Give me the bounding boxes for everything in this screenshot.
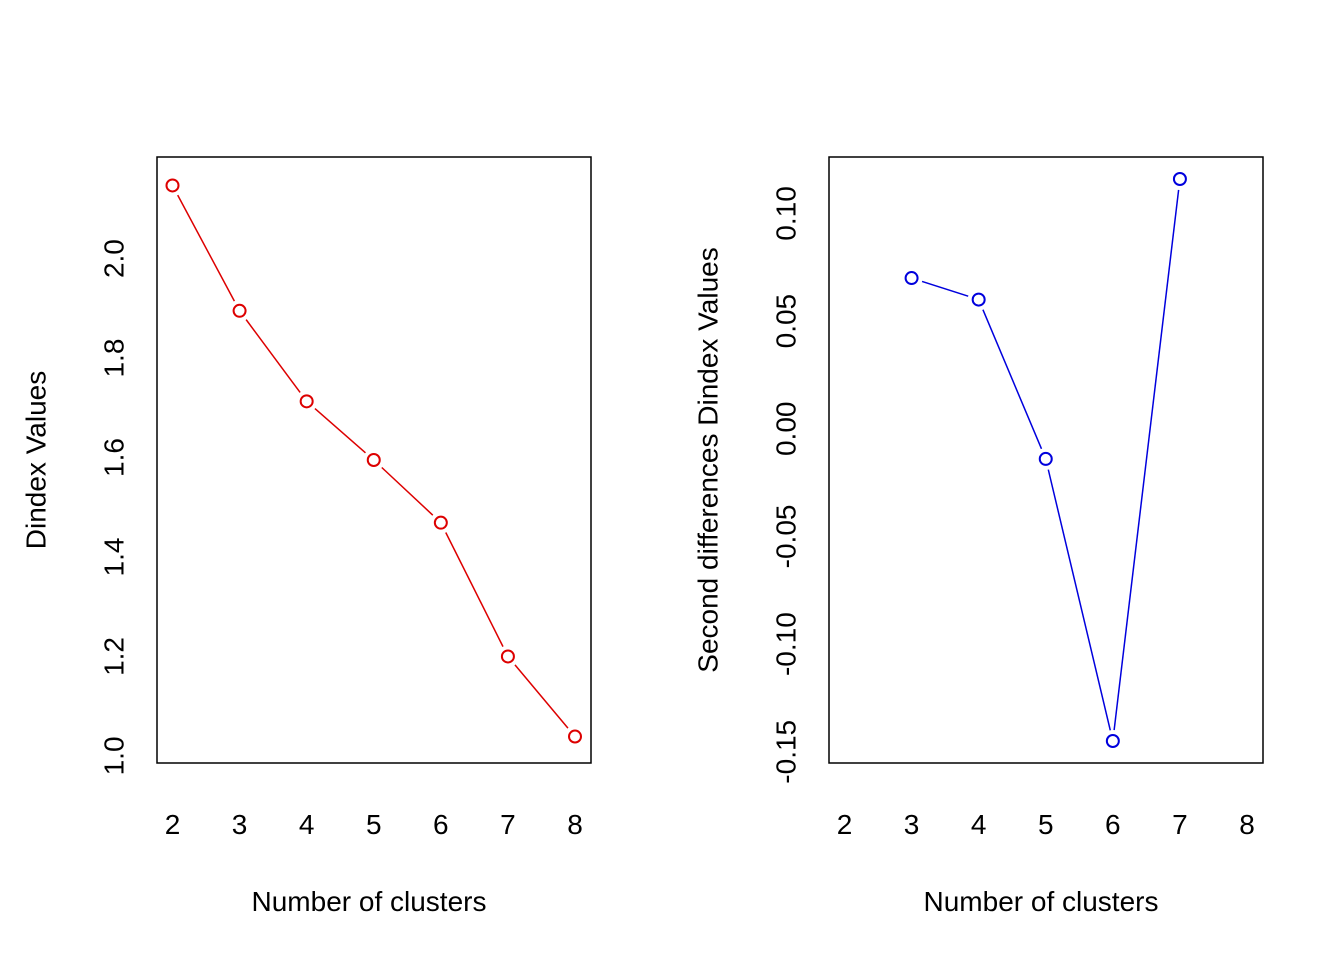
series-segment [921, 280, 969, 297]
y-tick-label: 2.0 [99, 239, 130, 278]
y-tick-label: -0.05 [771, 505, 802, 569]
plot-frame [828, 156, 1264, 764]
data-point [971, 292, 986, 307]
x-tick-label: 3 [904, 809, 920, 840]
x-tick-label: 5 [1038, 809, 1054, 840]
y-tick-label: 0.10 [771, 186, 802, 241]
y-tick-label: 1.0 [99, 736, 130, 775]
x-axis-title: Number of clusters [252, 886, 487, 917]
series-segment [177, 194, 236, 302]
series-segment [445, 532, 504, 647]
y-tick-label: -0.10 [771, 612, 802, 676]
y-tick-label: 1.8 [99, 339, 130, 378]
series-segment [514, 664, 569, 729]
data-point [232, 303, 247, 318]
x-tick-label: 8 [567, 809, 583, 840]
series-segment [245, 319, 301, 393]
x-tick-label: 2 [165, 809, 181, 840]
x-tick-label: 6 [433, 809, 449, 840]
y-tick-label: -0.15 [771, 720, 802, 784]
y-axis-title: Dindex Values [21, 371, 52, 549]
x-tick-label: 2 [837, 809, 853, 840]
data-point [366, 453, 381, 467]
x-tick-label: 7 [500, 809, 516, 840]
data-point [1105, 734, 1120, 748]
y-tick-label: 1.4 [99, 538, 130, 577]
data-point [568, 729, 582, 744]
series-segment [314, 407, 366, 454]
y-axis-title: Second differences Dindex Values [693, 247, 724, 672]
y-tick-label: 0.00 [771, 402, 802, 457]
chart-panel-1: 2 3 4 5 6 7 8 1.0 1.2 1.4 1.6 1.8 2.0 Number of clust… [21, 156, 592, 917]
y-tick-label: 0.05 [771, 294, 802, 349]
plot-frame [156, 156, 592, 764]
x-axis-title: Number of clusters [924, 886, 1159, 917]
x-tick-label: 4 [971, 809, 987, 840]
y-tick-label: 1.2 [99, 637, 130, 676]
data-point [500, 649, 515, 664]
series-segment [1047, 469, 1112, 731]
data-point [1172, 172, 1187, 186]
data-point [165, 178, 180, 193]
series-segment [982, 309, 1043, 450]
data-point [1038, 451, 1053, 466]
y-tick-label: 1.6 [99, 438, 130, 477]
x-tick-label: 4 [299, 809, 315, 840]
x-tick-label: 7 [1172, 809, 1188, 840]
series-segment [381, 466, 434, 516]
data-point [904, 271, 919, 286]
x-tick-label: 5 [366, 809, 382, 840]
data-point [299, 394, 314, 409]
chart-panel-2: 2 3 4 5 6 7 8 -0.15 -0.10 -0.05 0.00 0.05 0.10 Number… [693, 156, 1264, 917]
series-segment [1113, 189, 1180, 731]
data-point [433, 515, 448, 530]
x-tick-label: 8 [1239, 809, 1255, 840]
x-tick-label: 6 [1105, 809, 1121, 840]
x-tick-label: 3 [232, 809, 248, 840]
